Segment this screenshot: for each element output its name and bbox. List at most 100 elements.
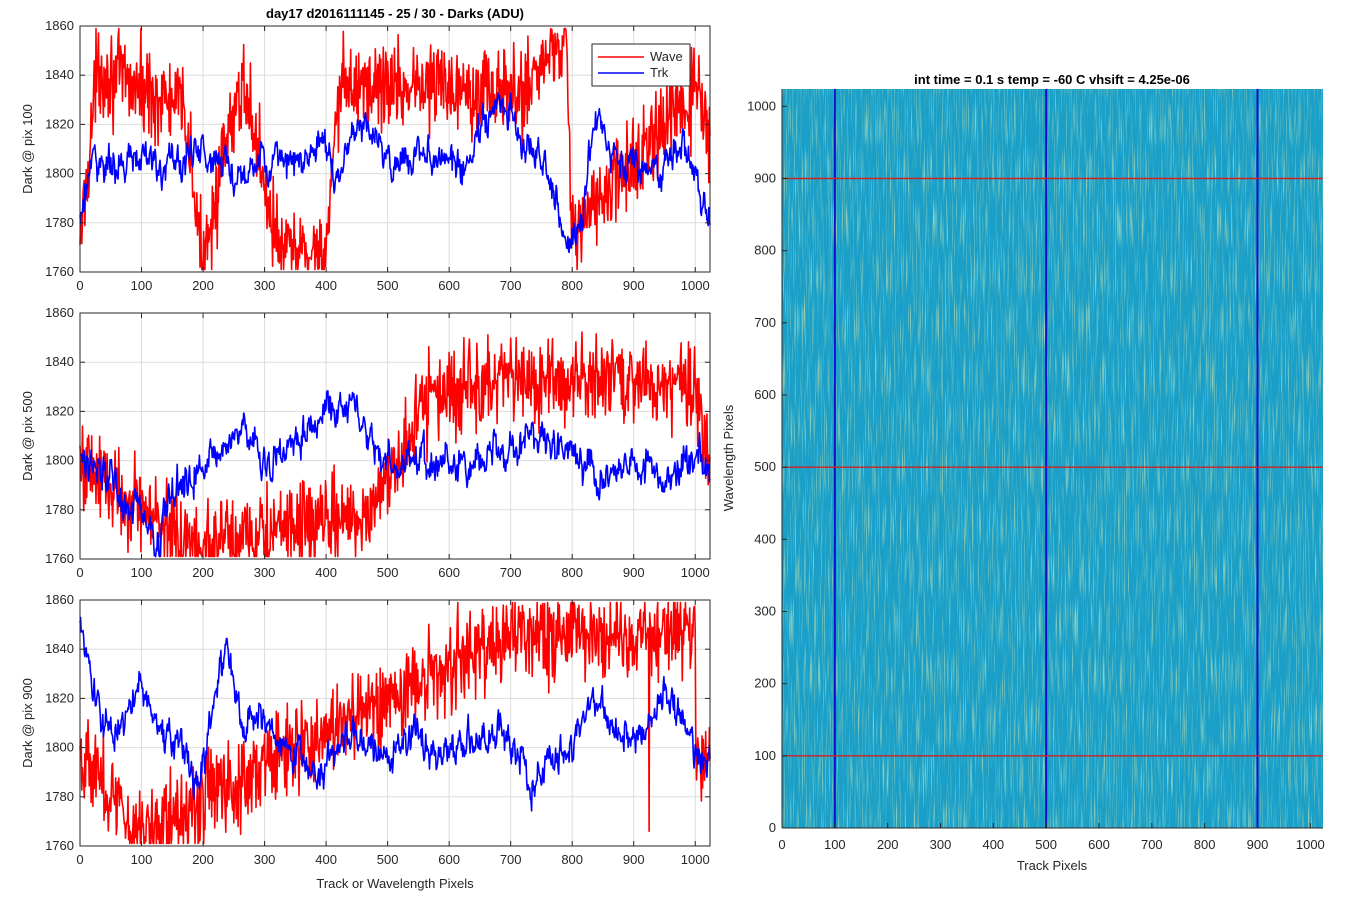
y-tick-label: 1800: [45, 453, 74, 468]
y-tick-label: 1820: [45, 116, 74, 131]
x-tick-label: 200: [192, 852, 214, 867]
x-axis-label: Track or Wavelength Pixels: [316, 876, 474, 891]
image-y-tick-label: 400: [754, 531, 776, 546]
image-x-tick-label: 600: [1088, 837, 1110, 852]
series-line-wave: [79, 27, 711, 271]
y-tick-label: 1800: [45, 740, 74, 755]
legend-label-trk: Trk: [650, 65, 669, 80]
x-tick-label: 800: [561, 852, 583, 867]
y-tick-label: 1860: [45, 592, 74, 607]
line-panel-1: 0 100 200 300 400 500 600 700 800 900 1000 1760 1780…: [20, 6, 711, 293]
image-x-tick-label: 300: [930, 837, 952, 852]
y-tick-label: 1780: [45, 789, 74, 804]
figure-title: day17 d2016111145 - 25 / 30 - Darks (ADU…: [266, 6, 524, 21]
image-y-tick-label: 500: [754, 459, 776, 474]
y-tick-label: 1820: [45, 403, 74, 418]
image-y-tick-label: 600: [754, 387, 776, 402]
y-tick-label: 1760: [45, 838, 74, 853]
x-tick-label: 0: [76, 852, 83, 867]
image-y-tick-label: 1000: [747, 98, 776, 113]
image-y-tick-label: 100: [754, 748, 776, 763]
image-x-tick-label: 700: [1141, 837, 1163, 852]
y-axis-label: Dark @ pix 900: [20, 678, 35, 768]
image-x-tick-label: 500: [1035, 837, 1057, 852]
x-tick-label: 100: [131, 852, 153, 867]
image-x-tick-label: 800: [1194, 837, 1216, 852]
x-tick-label: 800: [561, 278, 583, 293]
x-tick-label: 0: [76, 565, 83, 580]
y-axis-label: Dark @ pix 100: [20, 104, 35, 194]
x-tick-label: 1000: [681, 278, 710, 293]
x-tick-label: 600: [438, 565, 460, 580]
legend-box: [591, 43, 691, 87]
image-xlabel: Track Pixels: [1017, 858, 1088, 873]
x-tick-label: 700: [500, 565, 522, 580]
x-tick-label: 300: [254, 278, 276, 293]
x-tick-label: 700: [500, 278, 522, 293]
series-line-wave: [79, 331, 711, 558]
y-tick-label: 1860: [45, 305, 74, 320]
image-ylabel: Wavelength Pixels: [721, 404, 736, 511]
line-panel-3: 0 100 200 300 400 500 600 700 800 900 1000 1760 1780…: [20, 592, 711, 891]
x-tick-label: 600: [438, 278, 460, 293]
axes-box: [79, 312, 711, 560]
image-panel: int time = 0.1 s temp = -60 C vhsift = 4…: [721, 72, 1325, 873]
image-axes: 0 100 200 300 400 500 600 700 800 900 1000 0 100 200 3…: [747, 89, 1325, 852]
x-tick-label: 0: [76, 278, 83, 293]
image-x-tick-label: 200: [877, 837, 899, 852]
x-tick-label: 900: [623, 278, 645, 293]
y-tick-label: 1860: [45, 18, 74, 33]
axes-box: [79, 599, 711, 847]
y-tick-label: 1800: [45, 166, 74, 181]
x-tick-label: 100: [131, 278, 153, 293]
x-tick-label: 200: [192, 565, 214, 580]
image-y-tick-label: 300: [754, 603, 776, 618]
x-tick-label: 500: [377, 565, 399, 580]
series-line-trk: [79, 390, 711, 558]
line-panel-2: 0 100 200 300 400 500 600 700 800 900 1000 1760 1780…: [20, 305, 711, 580]
y-tick-label: 1840: [45, 354, 74, 369]
y-tick-label: 1780: [45, 502, 74, 517]
image-y-tick-label: 700: [754, 315, 776, 330]
y-axis-label: Dark @ pix 500: [20, 391, 35, 481]
image-x-tick-label: 1000: [1296, 837, 1325, 852]
x-tick-label: 400: [315, 278, 337, 293]
x-tick-label: 800: [561, 565, 583, 580]
y-tick-label: 1820: [45, 690, 74, 705]
image-markers: [782, 89, 1323, 828]
x-tick-label: 1000: [681, 565, 710, 580]
x-tick-label: 900: [623, 565, 645, 580]
image-x-tick-label: 900: [1247, 837, 1269, 852]
x-tick-label: 100: [131, 565, 153, 580]
x-tick-label: 500: [377, 278, 399, 293]
x-tick-label: 300: [254, 852, 276, 867]
legend-label-wave: Wave: [650, 49, 683, 64]
x-tick-label: 200: [192, 278, 214, 293]
series-line-trk: [79, 616, 711, 812]
image-x-tick-label: 0: [778, 837, 785, 852]
image-x-tick-label: 400: [982, 837, 1004, 852]
image-x-tick-label: 100: [824, 837, 846, 852]
line-panels: 0 100 200 300 400 500 600 700 800 900 100017601780…: [20, 6, 711, 891]
x-tick-label: 1000: [681, 852, 710, 867]
x-tick-label: 900: [623, 852, 645, 867]
y-tick-label: 1760: [45, 264, 74, 279]
x-tick-label: 400: [315, 852, 337, 867]
y-tick-label: 1840: [45, 641, 74, 656]
x-tick-label: 500: [377, 852, 399, 867]
x-tick-label: 300: [254, 565, 276, 580]
image-noise-texture: [782, 89, 1323, 828]
series-line-trk: [79, 92, 711, 254]
image-panel-title: int time = 0.1 s temp = -60 C vhsift = 4…: [914, 72, 1190, 87]
axes-box: [79, 25, 711, 273]
series-line-wave: [79, 601, 711, 845]
y-tick-label: 1840: [45, 67, 74, 82]
image-y-tick-label: 800: [754, 243, 776, 258]
image-y-tick-label: 200: [754, 676, 776, 691]
y-tick-label: 1780: [45, 215, 74, 230]
x-tick-label: 700: [500, 852, 522, 867]
image-y-tick-label: 0: [769, 820, 776, 835]
x-tick-label: 400: [315, 565, 337, 580]
